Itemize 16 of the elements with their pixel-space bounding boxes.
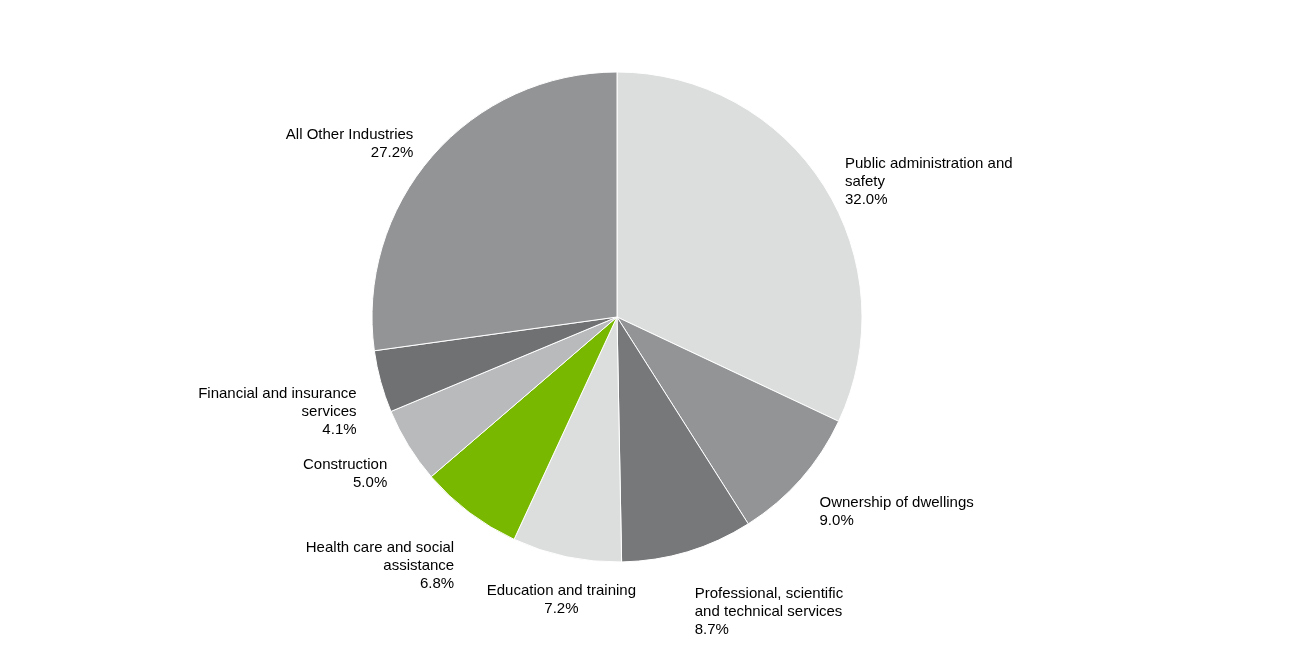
data-label: 5.0% <box>353 472 388 490</box>
data-label: 9.0% <box>819 510 854 528</box>
slice-label: Public administration and safety <box>844 153 1013 189</box>
slice-label: Health care and social assistance <box>305 537 455 573</box>
data-label: 7.2% <box>544 599 579 617</box>
data-label: 8.7% <box>694 619 729 637</box>
slice-label: Professional, scientific and technical services <box>694 583 844 619</box>
data-label: 6.8% <box>420 573 455 591</box>
data-label: 27.2% <box>370 142 414 160</box>
slice-label: Education and training <box>486 581 637 599</box>
data-label: 4.1% <box>322 420 357 437</box>
slice-label: Construction <box>303 454 388 472</box>
data-label: 32.0% <box>844 189 888 207</box>
slice-label: Ownership of dwellings <box>819 492 974 510</box>
slice-label: All Other Industries <box>285 124 414 142</box>
slice-label: Financial and insurance services <box>198 384 357 419</box>
